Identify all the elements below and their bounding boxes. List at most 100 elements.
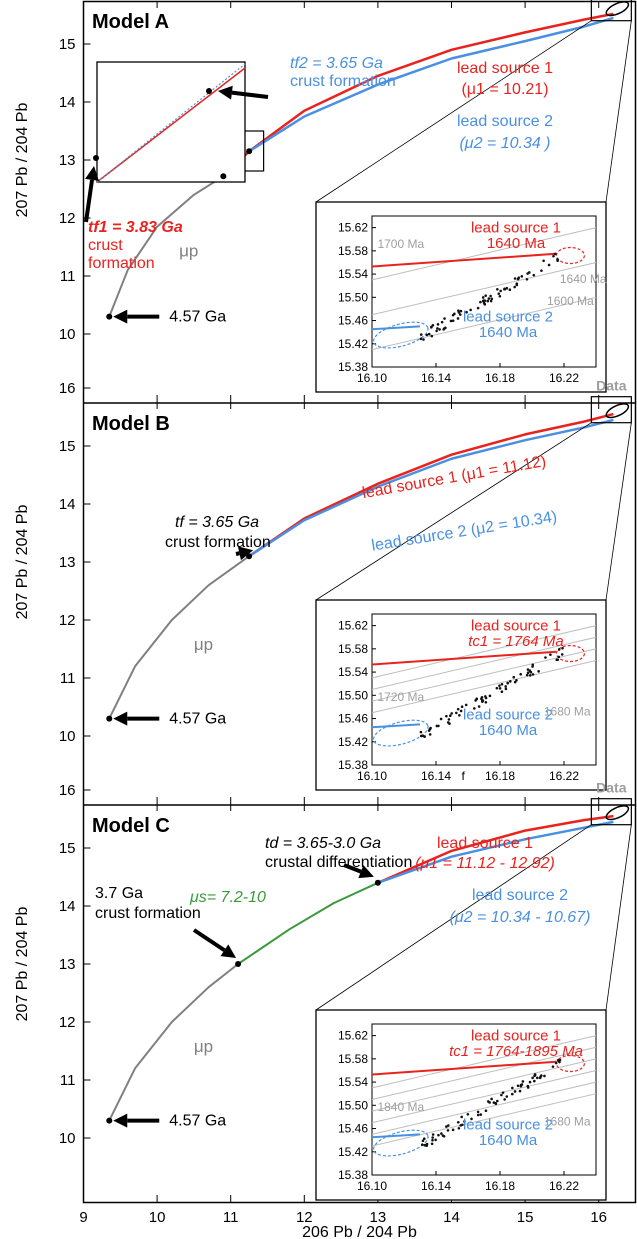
inset-data-point [479, 300, 482, 304]
inset-data-point [446, 1129, 450, 1132]
inset-data-point [456, 317, 460, 320]
source2-mu: (μ2 = 10.34 ) [459, 135, 550, 152]
inset-frame [315, 201, 607, 393]
inset-data-point [451, 319, 455, 322]
inset-data-point [513, 1090, 517, 1093]
inset-isochron [371, 625, 597, 679]
y-tick-label: 14 [59, 898, 76, 915]
td-arrow-shaft [343, 863, 362, 874]
inset-data-point [427, 332, 431, 336]
tf1-point-mag [93, 155, 99, 161]
y-tick-label: 15 [59, 438, 76, 455]
inset-y-tick-label: 15.58 [338, 642, 368, 656]
inset-data-point [419, 333, 423, 336]
inset-data-point [476, 306, 480, 310]
inset-data-point [420, 1143, 424, 1146]
inset-data-point [419, 730, 423, 734]
y-tick-label: 11 [60, 268, 76, 285]
inset-data-point [547, 263, 551, 267]
inset-y-tick-label: 15.42 [338, 1145, 368, 1159]
inset-data-point [448, 722, 451, 725]
inset-x-tick-label: 16.22 [549, 371, 579, 385]
tf-sub: crust formation [165, 534, 271, 551]
inset-source1-line [371, 650, 557, 666]
inset-data-point [489, 299, 493, 303]
inset-y-tick-label: 15.46 [338, 712, 368, 726]
inset-data-point [533, 1073, 537, 1076]
inset-data-point [554, 1061, 558, 1065]
cf-arrow-shaft [192, 928, 226, 952]
inset-data-point [556, 258, 559, 261]
inset-isochron-label: 1680 Ma [544, 705, 591, 719]
inset-data-point [442, 1134, 446, 1138]
inset-data-point [421, 734, 425, 738]
inset-data-point [525, 277, 529, 281]
inset-data-point [431, 1133, 435, 1136]
series-μp [108, 175, 224, 317]
start-arrow-head [113, 711, 128, 726]
inset-source2-age: 1640 Ma [479, 1132, 538, 1149]
inset-data-point [531, 1076, 534, 1080]
inset-data-point [526, 668, 530, 671]
inset-data-point [439, 717, 443, 721]
source1-label: lead source 1 (μ1 = 11.12) [361, 453, 547, 502]
y-tick-label: 10 [59, 728, 76, 745]
inset-data-point [532, 273, 536, 277]
inset-isochron [371, 296, 597, 351]
x-axis-label: 206 Pb / 204 Pb [302, 1224, 417, 1239]
inset-source1-age: 1640 Ma [487, 235, 546, 252]
tf-arrow-shaft [235, 551, 240, 556]
inset-x-tick-label: 16.14 [421, 769, 451, 783]
inset-isochron-label: 1840 Ma [377, 1100, 424, 1114]
inset-data-point [436, 327, 439, 330]
inset-data-point [438, 328, 441, 331]
inset-data-point [498, 684, 501, 687]
inset-data-point [513, 680, 517, 684]
y-tick-label: 12 [59, 1014, 76, 1031]
start-arrow [113, 711, 160, 726]
inset-data-point [504, 687, 508, 691]
inset-data-point [460, 705, 464, 709]
inset-data-point [540, 269, 543, 272]
source2-mu: (μ2 = 10.34 - 10.67) [450, 909, 591, 926]
panel-title: Model B [92, 413, 170, 435]
tf2-arrow [218, 85, 269, 100]
inset-y-tick-label: 15.54 [338, 1075, 368, 1089]
inset-data-point [480, 699, 484, 703]
inset-data-point [476, 1113, 480, 1117]
series-μp [108, 963, 239, 1122]
inset-x-tick-label: 16.18 [485, 1179, 515, 1193]
inset-data-point [484, 1109, 488, 1113]
series-lead-source-1 [222, 12, 614, 178]
inset-data-point [448, 714, 452, 718]
y-axis-label: 207 Pb / 204 Pb [14, 907, 31, 1022]
y-tick-label: 10 [59, 1130, 76, 1147]
cf-arrow-head [220, 944, 237, 958]
inset-data-point [440, 1132, 443, 1135]
tf1-arrow-head [85, 166, 99, 181]
y-tick-label: 10 [59, 326, 76, 343]
panel-title: Model A [92, 11, 169, 33]
inset-data-point [458, 313, 462, 316]
data-cluster [605, 403, 630, 419]
inset-data-point [425, 333, 429, 337]
inset-data-point [487, 297, 491, 300]
inset-data-point [539, 1074, 543, 1077]
inset-isochron-label: 1720 Ma [377, 690, 424, 704]
mu-p-label: μp [194, 1037, 213, 1056]
source2-label: lead source 2 [472, 887, 568, 904]
mu-p-label: μp [194, 635, 213, 654]
inset-connector [605, 824, 632, 1011]
source1-label: lead source 1 [457, 60, 553, 77]
inset-data-point [557, 655, 561, 659]
cf-arrow [192, 928, 237, 958]
inset-data-point [483, 303, 487, 306]
inset-data-point [533, 1079, 536, 1083]
inset-y-tick-label: 15.50 [338, 688, 368, 702]
source1-label: lead source 1 [437, 835, 533, 852]
inset-data-point [477, 705, 481, 708]
inset-source1-name: lead source 1 [471, 617, 561, 634]
inset-data-point [451, 313, 455, 317]
inset-data-point [447, 1124, 450, 1127]
inset-source1-age: tc1 = 1764 Ma [468, 633, 563, 650]
